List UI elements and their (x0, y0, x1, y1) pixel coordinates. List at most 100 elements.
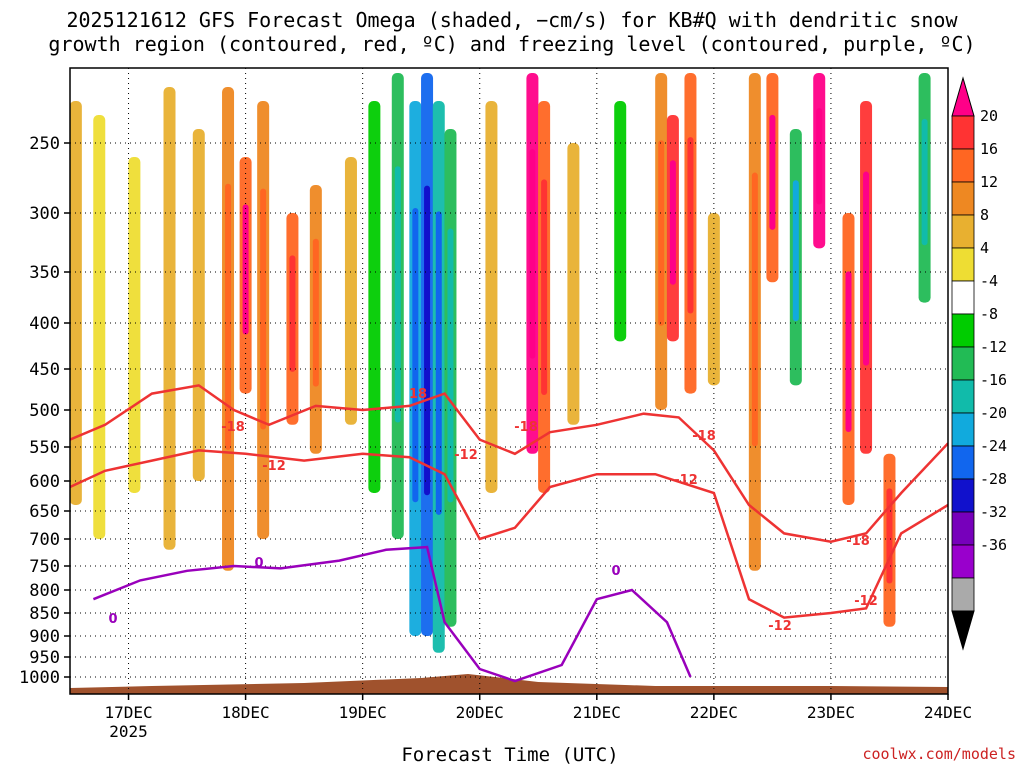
colorbar-label: -32 (980, 503, 1007, 521)
contour-label: 0 (254, 556, 263, 571)
chart-title-line1: 2025121612 GFS Forecast Omega (shaded, −… (66, 8, 958, 32)
y-tick-label: 700 (29, 530, 60, 550)
contour-label: -12 (454, 448, 478, 463)
colorbar-segment (951, 412, 975, 447)
colorbar-label: 12 (980, 173, 998, 191)
x-tick-label: 19DEC (339, 703, 387, 722)
y-tick-label: 1000 (19, 668, 60, 688)
omega-band (368, 101, 381, 493)
omega-band-core (658, 140, 665, 326)
omega-band (485, 101, 498, 493)
credit-link[interactable]: coolwx.com/models (862, 745, 1016, 763)
omega-band-core (863, 171, 870, 366)
contour-label: 0 (108, 612, 117, 627)
omega-band-core (447, 228, 454, 503)
omega-band-core (792, 180, 799, 322)
contour-label: -18 (692, 429, 716, 444)
y-tick-label: 250 (29, 134, 60, 154)
colorbar-segment (951, 346, 975, 381)
colorbar-label: 4 (980, 239, 989, 257)
y-tick-label: 600 (29, 472, 60, 492)
contour-line (92, 545, 692, 683)
omega-band-core (541, 179, 548, 395)
plot-frame (69, 67, 949, 695)
colorbar-segment (951, 148, 975, 183)
contour-label: -12 (854, 594, 878, 609)
y-tick-label: 350 (29, 263, 60, 283)
contour-label: 0 (611, 564, 620, 579)
contour-label: -12 (768, 619, 792, 634)
colorbar-label: -16 (980, 371, 1007, 389)
x-tick-label: 17DEC (104, 703, 152, 722)
omega-band-core (816, 108, 823, 205)
colorbar-segment (951, 247, 975, 282)
omega-band-core (260, 188, 267, 430)
omega-band-core (242, 204, 249, 335)
omega-band-core (312, 238, 319, 387)
omega-band (163, 87, 176, 550)
contour-label: -12 (674, 473, 698, 488)
x-tick-label: 22DEC (690, 703, 738, 722)
colorbar-segment (951, 544, 975, 579)
x-tick-label: 18DEC (222, 703, 270, 722)
omega-band (567, 143, 580, 425)
omega-band-core (845, 271, 852, 432)
colorbar-label: -12 (980, 338, 1007, 356)
y-tick-label: 550 (29, 438, 60, 458)
x-tick-label: 23DEC (807, 703, 855, 722)
contour-label: -18 (221, 420, 245, 435)
chart-title-line2: growth region (contoured, red, ºC) and f… (48, 32, 976, 56)
y-tick-label: 850 (29, 604, 60, 624)
colorbar-segment (951, 379, 975, 414)
contour-label: 18 (409, 387, 427, 402)
colorbar-segment (951, 214, 975, 249)
omega-band-core (424, 185, 431, 496)
colorbar-segment (951, 577, 975, 612)
colorbar-label: 20 (980, 107, 998, 125)
omega-band (192, 129, 205, 481)
colorbar-segment (951, 445, 975, 480)
omega-band-core (225, 183, 232, 450)
colorbar-segment (951, 181, 975, 216)
omega-band-core (669, 160, 676, 285)
omega-band-core (394, 166, 401, 423)
x-tick-label: 21DEC (573, 703, 621, 722)
colorbar-label: 16 (980, 140, 998, 158)
omega-band-core (529, 149, 536, 359)
y-tick-label: 300 (29, 204, 60, 224)
omega-band-core (769, 114, 776, 230)
colorbar-label: -24 (980, 437, 1007, 455)
y-tick-label: 400 (29, 314, 60, 334)
x-tick-label: 20DEC (456, 703, 504, 722)
plot-area: -18 -12 18 -12 -18 -18 -12 -18 -12 -12 0 0 0 (70, 68, 948, 694)
y-tick-label: 650 (29, 502, 60, 522)
omega-band-core (687, 137, 694, 314)
x-year-label: 2025 (109, 722, 148, 741)
colorbar-label: 8 (980, 206, 989, 224)
omega-band (93, 115, 106, 539)
colorbar-label: -28 (980, 470, 1007, 488)
contour-label: -12 (262, 459, 286, 474)
omega-band (344, 157, 357, 425)
colorbar-segment (951, 478, 975, 513)
omega-band (70, 101, 82, 505)
omega-band-core (921, 118, 928, 246)
contour-label: -18 (514, 420, 538, 435)
omega-band-core (435, 211, 442, 515)
colorbar-segment (951, 280, 975, 315)
colorbar-bottom-arrow (951, 610, 975, 651)
terrain (70, 674, 948, 694)
y-tick-label: 750 (29, 557, 60, 577)
omega-band (128, 157, 141, 493)
y-tick-label: 450 (29, 360, 60, 380)
omega-band-core (289, 255, 296, 372)
y-tick-label: 950 (29, 648, 60, 668)
colorbar-label: -8 (980, 305, 998, 323)
colorbar-top-arrow (951, 76, 975, 117)
y-tick-label: 800 (29, 581, 60, 601)
colorbar-segment (951, 313, 975, 348)
colorbar-label: -20 (980, 404, 1007, 422)
x-axis-title: Forecast Time (UTC) (401, 744, 619, 766)
colorbar-segment (951, 115, 975, 150)
